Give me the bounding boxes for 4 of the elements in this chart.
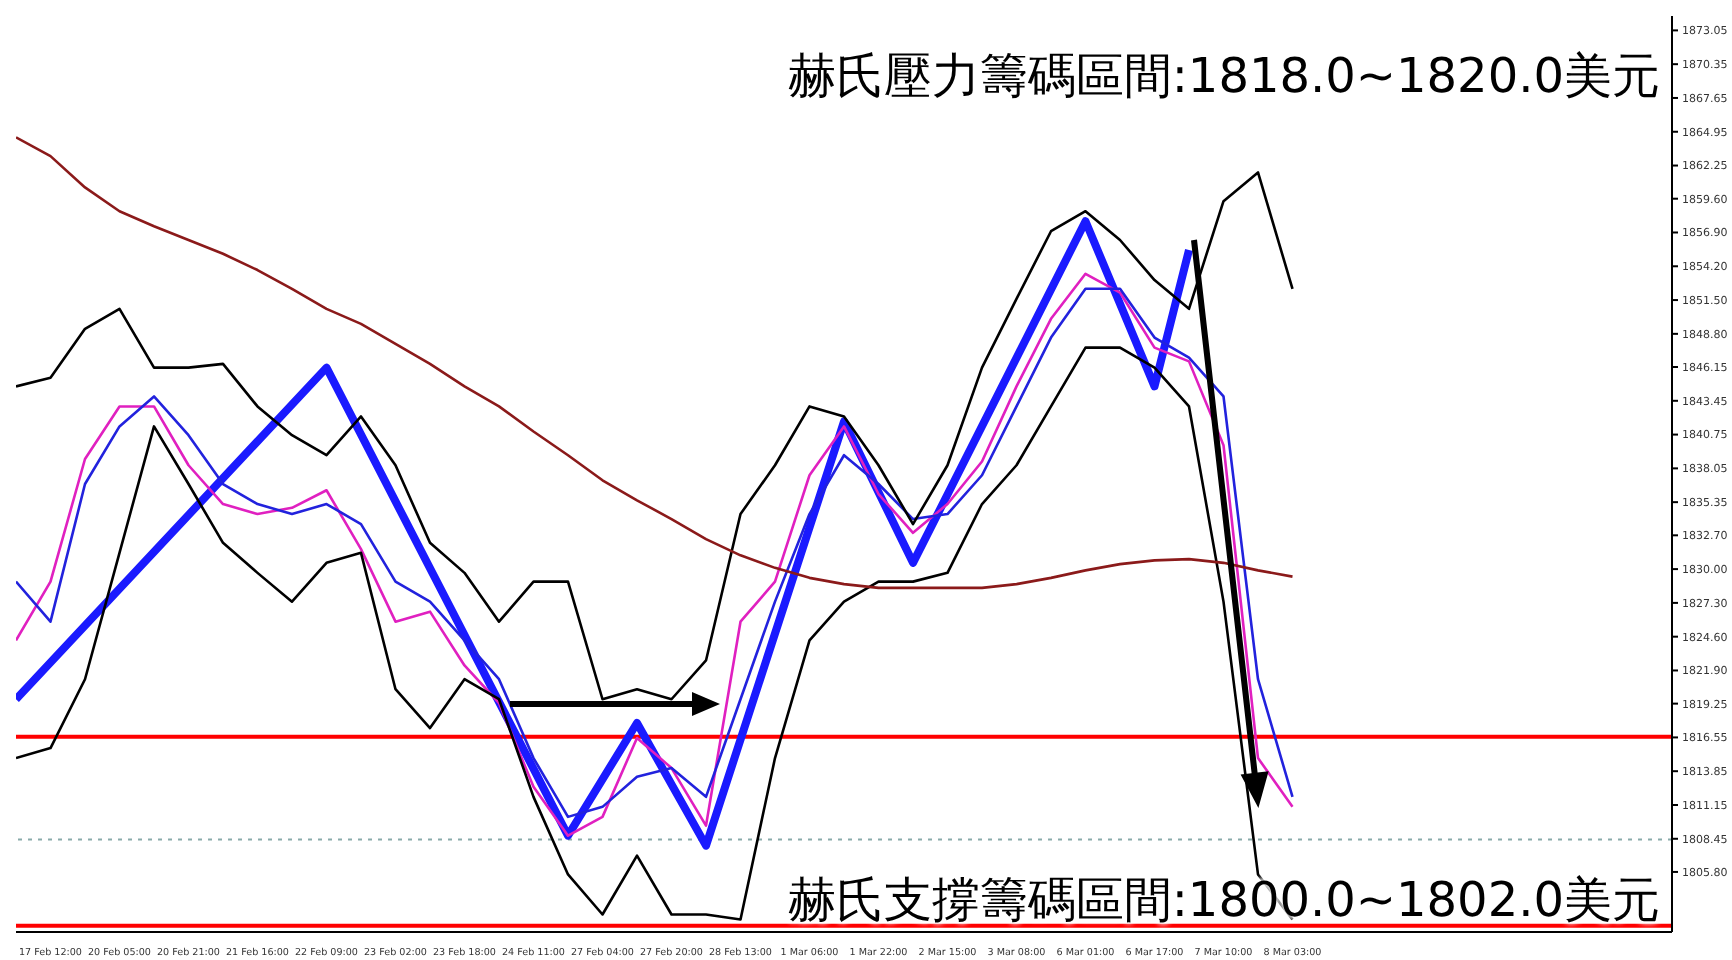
line-series [16,171,1294,701]
annotation: 赫氏壓力籌碼區間:1818.0~1820.0美元 [787,44,1660,108]
line-series [16,217,1193,850]
line-series [16,136,1294,590]
